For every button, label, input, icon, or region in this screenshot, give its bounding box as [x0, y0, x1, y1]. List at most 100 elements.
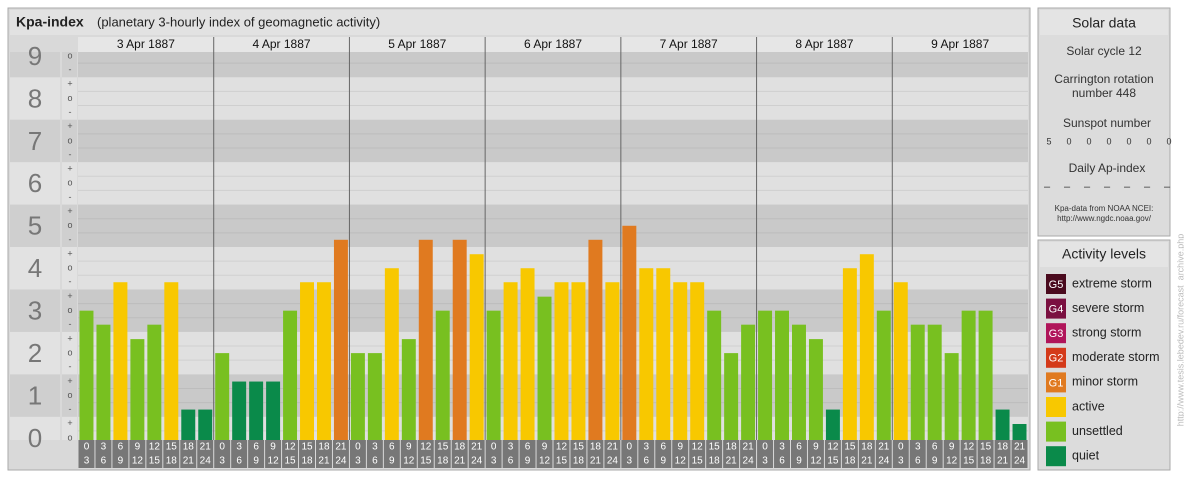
hour-box [926, 440, 943, 468]
hour-label: 15 [980, 442, 992, 453]
date-label: 5 Apr 1887 [388, 37, 446, 51]
hour-label: 15 [573, 442, 585, 453]
hour-label: 9 [525, 456, 531, 467]
date-label: 7 Apr 1887 [660, 37, 718, 51]
sub-tick-label: o [67, 347, 72, 357]
sub-tick-label: - [69, 234, 72, 244]
hour-box [282, 440, 299, 468]
hour-box [960, 440, 977, 468]
y-tick-label: 4 [28, 253, 42, 283]
bar [927, 324, 942, 440]
hour-box [621, 440, 638, 468]
sunspot-value: 0 [1106, 136, 1111, 146]
hour-label: 21 [861, 456, 873, 467]
hour-box [366, 440, 383, 468]
y-tick-label: 9 [28, 41, 42, 71]
chart-subtitle: (planetary 3-hourly index of geomagnetic… [97, 14, 380, 29]
hour-label: 12 [692, 442, 704, 453]
legend-label: active [1072, 399, 1105, 413]
hour-label: 6 [372, 456, 378, 467]
hour-box [231, 440, 248, 468]
hour-label: 0 [762, 442, 768, 453]
rotation-box: Carrington rotation number 448 [1054, 72, 1153, 100]
hour-label: 3 [236, 442, 242, 453]
bar [486, 310, 501, 440]
y-tick-label: 8 [28, 83, 42, 113]
sub-tick-label: - [69, 149, 72, 159]
hour-label: 3 [372, 442, 378, 453]
legend-label: minor storm [1072, 375, 1138, 389]
bar [147, 324, 162, 440]
hour-label: 15 [827, 456, 839, 467]
bar [520, 268, 535, 440]
y-label-band [10, 162, 60, 205]
hour-label: 6 [644, 456, 650, 467]
y-tick-label: 5 [28, 211, 42, 241]
hour-label: 3 [779, 442, 785, 453]
sub-tick-label: o [67, 135, 72, 145]
hour-box [299, 440, 315, 468]
hour-label: 6 [796, 442, 802, 453]
sub-tick-label: + [67, 376, 72, 386]
ap-value: – [1144, 181, 1151, 193]
hour-label: 6 [253, 442, 259, 453]
hour-label: 15 [709, 442, 721, 453]
date-label: 9 Apr 1887 [931, 37, 989, 51]
bar [232, 381, 247, 440]
legend-badge: G4 [1049, 304, 1064, 316]
bar [588, 239, 603, 440]
bar [707, 310, 722, 440]
hour-label: 24 [1014, 456, 1026, 467]
legend-label: extreme storm [1072, 276, 1152, 290]
hour-label: 21 [318, 456, 330, 467]
hour-label: 3 [915, 442, 921, 453]
hour-box [807, 440, 824, 468]
hour-label: 12 [268, 456, 280, 467]
hour-label: 12 [403, 456, 415, 467]
sub-label-band [62, 204, 77, 247]
hour-label: 9 [677, 442, 683, 453]
bar [910, 324, 925, 440]
sunspot-value: 0 [1086, 136, 1091, 146]
hour-box [994, 440, 1011, 468]
hour-box [723, 440, 740, 468]
hour-label: 24 [878, 456, 890, 467]
hour-label: 21 [1014, 442, 1026, 453]
hour-label: 18 [980, 456, 992, 467]
hour-label: 9 [542, 442, 548, 453]
band [78, 162, 1028, 205]
hour-label: 3 [101, 442, 107, 453]
chart-title: Kpa-index [16, 14, 84, 30]
watermark: http://www.tesis.lebedev.ru/forecast_arc… [1175, 234, 1184, 426]
sunspot-value: 0 [1066, 136, 1071, 146]
sub-tick-label: o [67, 305, 72, 315]
hour-box [434, 440, 451, 468]
band [78, 77, 1028, 120]
hour-label: 24 [471, 456, 483, 467]
hour-label: 21 [471, 442, 483, 453]
y-label-band [10, 289, 60, 332]
bar [859, 254, 874, 440]
hour-box [502, 440, 519, 468]
y-label-band [10, 119, 60, 163]
sub-label-band [62, 374, 77, 417]
bar [350, 353, 365, 440]
hour-box [638, 440, 655, 468]
hour-label: 12 [810, 456, 822, 467]
bar [995, 409, 1010, 440]
bar [808, 339, 823, 440]
hour-label: 9 [813, 442, 819, 453]
hour-label: 0 [84, 442, 90, 453]
ap-value: – [1044, 181, 1051, 193]
hour-box [78, 440, 95, 468]
bar [215, 353, 230, 440]
solar-panel [1037, 7, 1171, 237]
sub-label-band [62, 77, 77, 120]
hour-label: 18 [437, 456, 449, 467]
legend-swatch [1046, 397, 1066, 417]
hour-label: 21 [997, 456, 1009, 467]
band [78, 416, 1028, 440]
hour-box [536, 440, 553, 468]
bar [741, 324, 756, 440]
legend-label: unsettled [1072, 424, 1123, 438]
